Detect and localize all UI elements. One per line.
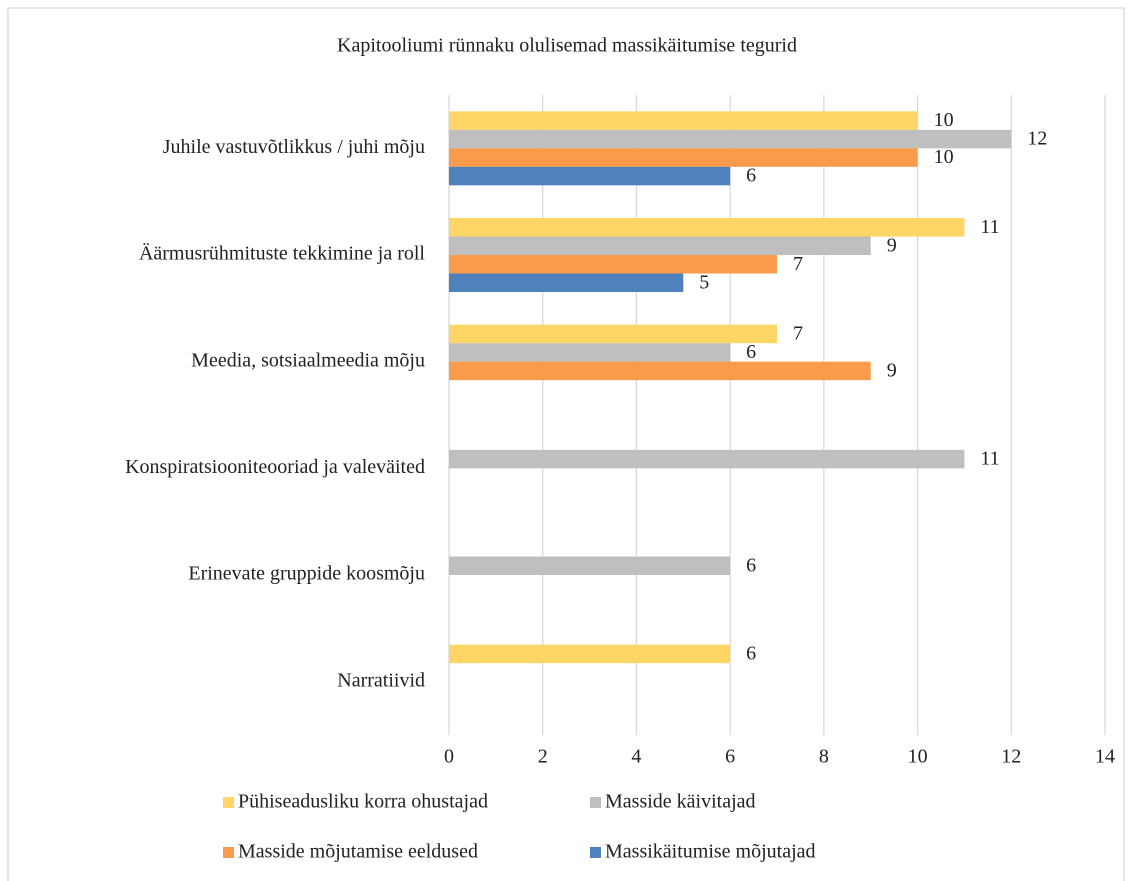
bar: [449, 129, 1012, 149]
data-label: 9: [887, 360, 897, 382]
data-label: 6: [746, 643, 756, 665]
bar: [449, 218, 965, 237]
y-tick-label: Äärmusrühmituste tekkimine ja roll: [139, 242, 425, 265]
data-label: 6: [746, 341, 756, 363]
y-tick-label: Konspiratsiooniteooriad ja valeväited: [125, 456, 425, 478]
chart-border: [7, 7, 1125, 881]
bar: [449, 236, 871, 255]
bar: [449, 166, 731, 186]
data-label: 5: [699, 271, 709, 293]
bar: [449, 273, 684, 292]
data-label: 11: [980, 448, 999, 470]
legend-swatch: [223, 847, 234, 858]
x-tick-label: 2: [538, 746, 548, 768]
data-label: 7: [793, 253, 803, 275]
bar: [449, 324, 777, 344]
data-label: 7: [793, 323, 803, 345]
bar: [449, 148, 918, 167]
data-label: 9: [887, 234, 897, 256]
x-tick-label: 6: [725, 746, 735, 768]
x-tick-label: 8: [819, 746, 829, 768]
bar: [449, 644, 731, 664]
legend-label: Masside mõjutamise eeldused: [238, 841, 478, 863]
legend-label: Masside käivitajad: [605, 791, 756, 813]
y-tick-label: Narratiivid: [337, 669, 425, 691]
bar: [449, 361, 871, 381]
y-tick-label: Juhile vastuvõtlikkus / juhi mõju: [163, 136, 425, 158]
y-tick-label: Erinevate gruppide koosmõju: [188, 563, 425, 585]
bar: [449, 343, 731, 362]
x-tick-label: 4: [631, 746, 641, 768]
data-label: 10: [934, 146, 954, 168]
chart-title: Kapitooliumi rünnaku olulisemad massikäi…: [337, 35, 797, 57]
data-label: 12: [1027, 128, 1047, 150]
x-tick-label: 0: [444, 746, 454, 768]
bar: [449, 255, 777, 274]
x-tick-label: 12: [1001, 746, 1021, 768]
legend-swatch: [590, 797, 601, 808]
x-tick-label: 10: [908, 746, 928, 768]
legend-label: Massikäitumise mõjutajad: [605, 841, 816, 863]
data-label: 10: [934, 109, 954, 131]
legend-swatch: [223, 797, 234, 808]
data-label: 6: [746, 165, 756, 187]
x-tick-label: 14: [1095, 746, 1115, 768]
bar: [449, 556, 731, 575]
bar: [449, 111, 918, 130]
bar: [449, 449, 965, 469]
legend-label: Pühiseadusliku korra ohustajad: [238, 791, 488, 813]
y-tick-label: Meedia, sotsiaalmeedia mõju: [191, 349, 425, 371]
legend-swatch: [590, 847, 601, 858]
data-label: 6: [746, 554, 756, 576]
data-label: 11: [980, 216, 999, 238]
